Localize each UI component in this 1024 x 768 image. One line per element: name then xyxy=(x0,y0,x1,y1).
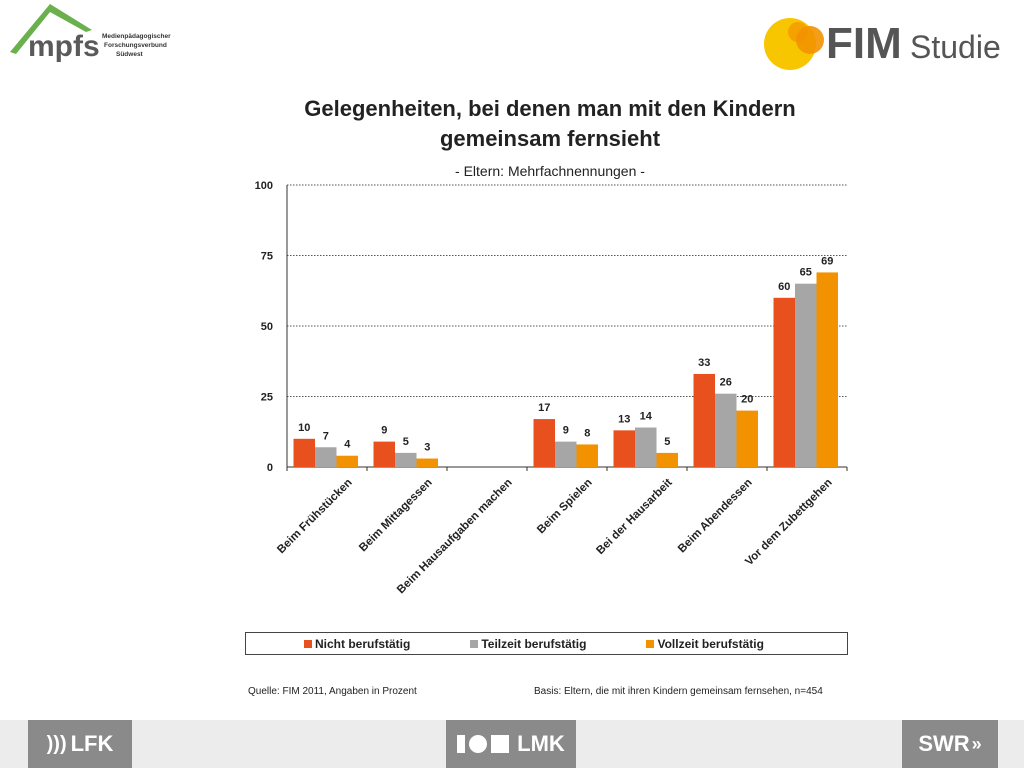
lfk-logo: ))) LFK xyxy=(28,720,132,768)
lfk-logo-text: LFK xyxy=(70,731,114,756)
mpfs-logo-text: mpfs xyxy=(28,30,100,63)
data-label-1-1: 5 xyxy=(403,436,409,448)
x-tick-label-0: Beim Frühstücken xyxy=(275,477,354,556)
legend-label-teilzeit-berufstaetig: Teilzeit berufstätig xyxy=(481,636,587,651)
bar-4-1 xyxy=(635,427,657,467)
bar-0-1 xyxy=(315,447,337,467)
bar-5-0 xyxy=(693,373,715,467)
y-tick-label-50: 50 xyxy=(261,321,273,333)
data-label-4-1: 14 xyxy=(640,411,653,423)
data-label-5-0: 33 xyxy=(698,357,710,369)
swr-logo: SWR » xyxy=(902,720,998,768)
swr-logo-text: SWR xyxy=(918,731,970,756)
fim-logo-text: FIM xyxy=(826,19,902,68)
mpfs-subtitle-line-2: Forschungsverbund xyxy=(104,42,167,49)
data-label-5-2: 20 xyxy=(741,394,753,406)
bar-1-1 xyxy=(395,452,417,467)
data-label-4-2: 5 xyxy=(664,436,670,448)
data-label-1-0: 9 xyxy=(381,425,387,437)
data-label-6-0: 60 xyxy=(778,281,790,293)
swr-arrows-icon: » xyxy=(971,733,982,754)
lmk-logo: LMK xyxy=(446,720,576,768)
x-tick-label-5: Beim Abendessen xyxy=(676,477,755,556)
mpfs-subtitle-line-3: Südwest xyxy=(116,51,144,58)
lfk-chevrons-icon: ))) xyxy=(46,732,67,755)
chart-legend: Nicht berufstätig Teilzeit berufstätig V… xyxy=(245,632,848,655)
data-label-3-0: 17 xyxy=(538,402,550,414)
bar-0-0 xyxy=(293,438,315,467)
chart-title: Gelegenheiten, bei denen man mit den Kin… xyxy=(230,94,870,154)
data-label-0-1: 7 xyxy=(323,430,329,442)
data-label-5-1: 26 xyxy=(720,377,732,389)
bar-6-0 xyxy=(773,297,795,467)
data-label-3-1: 9 xyxy=(563,425,569,437)
x-tick-label-3: Beim Spielen xyxy=(535,477,595,537)
bar-4-2 xyxy=(656,452,678,467)
x-tick-label-6: Vor dem Zubettgehen xyxy=(743,477,834,568)
mpfs-logo: mpfs Medienpädagogischer Forschungsverbu… xyxy=(10,4,171,63)
bar-1-2 xyxy=(416,458,438,467)
data-label-0-0: 10 xyxy=(298,422,310,434)
mpfs-subtitle-line-1: Medienpädagogischer xyxy=(102,33,171,40)
y-tick-label-0: 0 xyxy=(267,462,273,474)
data-label-0-2: 4 xyxy=(344,439,351,451)
data-label-1-2: 3 xyxy=(424,442,430,454)
y-tick-label-75: 75 xyxy=(261,251,273,263)
bar-6-2 xyxy=(816,272,838,467)
legend-label-vollzeit-berufstaetig: Vollzeit berufstätig xyxy=(657,636,764,651)
bar-1-0 xyxy=(373,441,395,467)
basis-note: Basis: Eltern, die mit ihren Kindern gem… xyxy=(534,686,823,697)
legend-item-nicht-berufstaetig: Nicht berufstätig xyxy=(304,637,410,651)
lmk-logo-text: LMK xyxy=(517,731,565,756)
legend-swatch-nicht-berufstaetig xyxy=(304,639,312,648)
bar-3-2 xyxy=(576,444,598,467)
bar-5-1 xyxy=(715,393,737,467)
fim-logo-studie: Studie xyxy=(910,29,1001,65)
legend-item-teilzeit-berufstaetig: Teilzeit berufstätig xyxy=(470,637,586,651)
x-tick-label-1: Beim Mittagessen xyxy=(357,477,435,555)
legend-swatch-vollzeit-berufstaetig xyxy=(646,639,655,648)
data-label-6-1: 65 xyxy=(800,267,812,279)
bar-0-2 xyxy=(336,455,358,467)
data-label-4-0: 13 xyxy=(618,413,630,425)
bar-3-0 xyxy=(533,419,555,467)
legend-label-nicht-berufstaetig: Nicht berufstätig xyxy=(315,636,411,651)
legend-swatch-teilzeit-berufstaetig xyxy=(470,639,479,648)
bar-5-2 xyxy=(736,410,758,467)
source-note: Quelle: FIM 2011, Angaben in Prozent xyxy=(248,686,417,697)
chart-title-line-2: gemeinsam fernsieht xyxy=(439,126,661,151)
bar-4-0 xyxy=(613,430,635,467)
legend-item-vollzeit-berufstaetig: Vollzeit berufstätig xyxy=(646,636,764,651)
fim-studie-logo: FIM Studie xyxy=(764,18,1001,70)
x-tick-label-4: Bei der Hausarbeit xyxy=(594,477,674,557)
bar-3-1 xyxy=(555,441,577,467)
y-tick-label-25: 25 xyxy=(261,392,273,404)
chart-title-line-1: Gelegenheiten, bei denen man mit den Kin… xyxy=(304,96,796,121)
data-label-3-2: 8 xyxy=(584,427,590,439)
lmk-shapes-icon xyxy=(457,735,510,753)
bar-6-1 xyxy=(795,283,817,467)
y-tick-label-100: 100 xyxy=(255,180,273,192)
data-label-6-2: 69 xyxy=(821,255,833,267)
chart-subtitle: - Eltern: Mehrfachnennungen - xyxy=(455,163,645,179)
